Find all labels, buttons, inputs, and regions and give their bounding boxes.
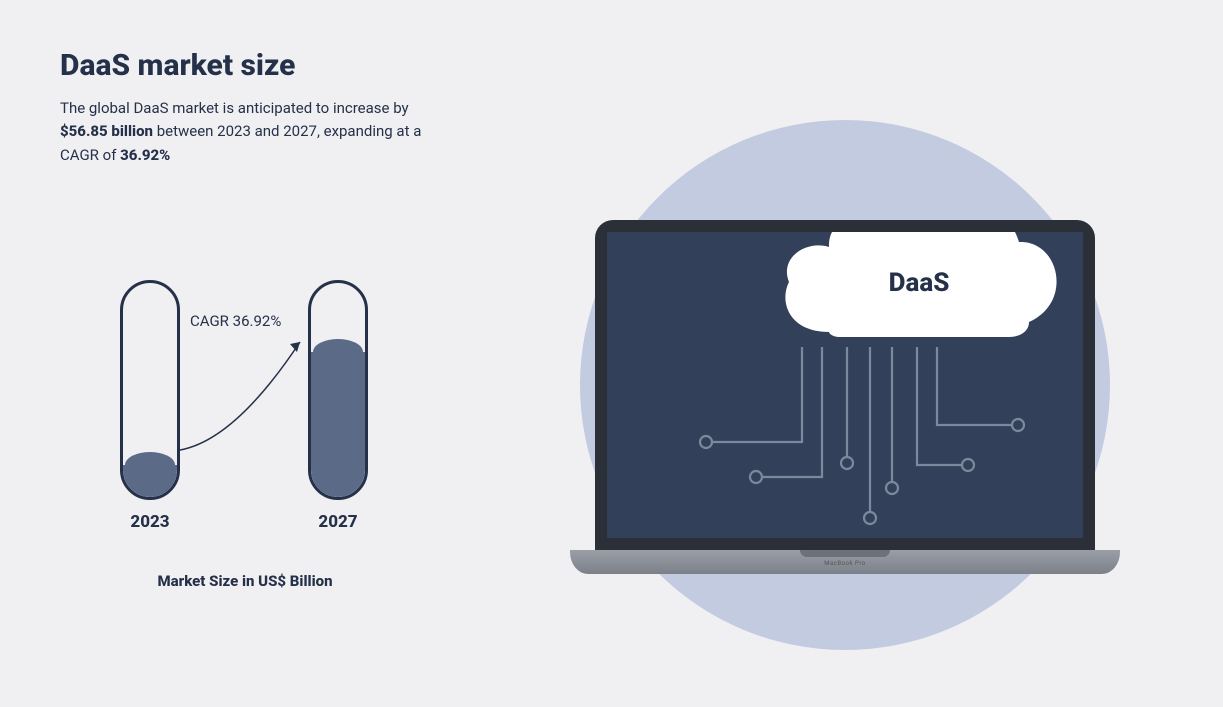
page-description: The global DaaS market is anticipated to… (60, 97, 440, 167)
chart-bar-fill-2023 (123, 465, 177, 497)
chart-arrow-icon (175, 330, 310, 460)
chart-bar-2027 (308, 280, 368, 500)
desc-bold-amount: $56.85 billion (60, 122, 153, 140)
desc-bold-cagr: 36.92% (120, 146, 170, 164)
chart-year-label-2023: 2023 (120, 512, 180, 532)
cloud-icon: DaaS (769, 232, 1069, 362)
desc-pre: The global DaaS market is anticipated to… (60, 99, 409, 117)
chart-cagr-label: CAGR 36.92% (190, 312, 281, 330)
chart-axis-label: Market Size in US$ Billion (90, 572, 400, 590)
laptop-icon: DaaS (570, 220, 1120, 574)
page-title: DaaS market size (60, 48, 500, 83)
daas-illustration: DaaS (520, 110, 1140, 670)
chart-bar-fill-2027 (311, 352, 365, 497)
chart-year-label-2027: 2027 (308, 512, 368, 532)
laptop-base: MacBook Pro (570, 550, 1120, 574)
laptop-brand-label: MacBook Pro (824, 560, 865, 567)
market-size-chart: 2023 2027 CAGR 36.92% Market Size in US$… (90, 260, 400, 590)
cloud-label: DaaS (769, 268, 1069, 298)
chart-bar-2023 (120, 280, 180, 500)
circuit-lines-icon (652, 347, 1062, 538)
